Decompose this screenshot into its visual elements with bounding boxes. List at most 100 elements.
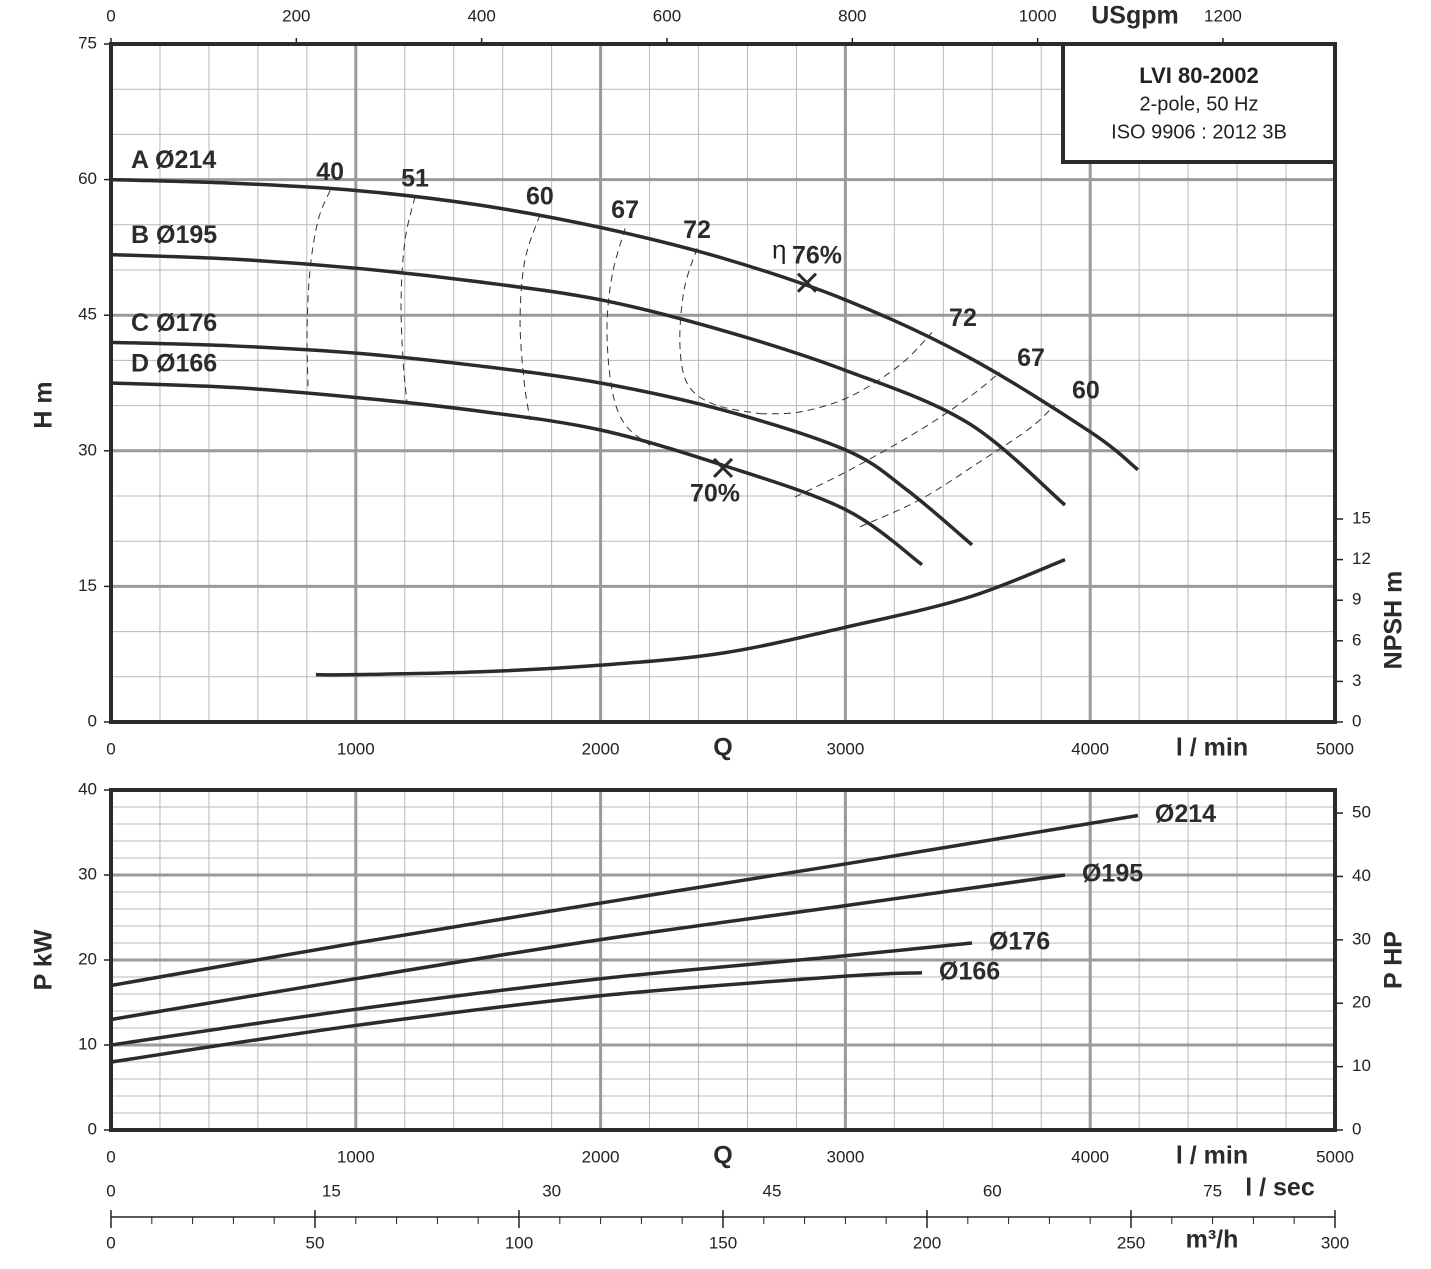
info-text: ISO 9906 : 2012 3B [1111, 121, 1287, 143]
x-tick-label: 2000 [582, 739, 620, 758]
y2-tick-label: 15 [1352, 508, 1371, 527]
x-tick-label: 2000 [582, 1147, 620, 1166]
efficiency-contour [679, 248, 761, 415]
plot-frame [109, 788, 1337, 1132]
flow-axis-tick-label: 150 [709, 1233, 737, 1252]
info-text: LVI 80-2002 [1139, 63, 1258, 88]
y2-tick-label: 3 [1352, 671, 1361, 690]
x-tick-label: 3000 [826, 739, 864, 758]
x-tick-label: 4000 [1071, 1147, 1109, 1166]
curve [110, 941, 973, 1047]
efficiency-contour [306, 190, 331, 390]
curve-label: C Ø176 [131, 309, 217, 337]
y2-tick-label: 9 [1352, 590, 1361, 609]
y-tick-label: 15 [78, 576, 97, 595]
y2-tick-label: 6 [1352, 630, 1361, 649]
curve [110, 873, 1066, 1022]
x2-tick-label: 200 [282, 6, 310, 25]
y-tick-label: 0 [88, 711, 97, 730]
y-tick-label: 30 [78, 440, 97, 459]
x2-tick-label: 800 [838, 6, 866, 25]
y-tick-label: 10 [78, 1034, 97, 1053]
y2-axis-label: NPSH m [1380, 571, 1408, 670]
x2-axis-label: USgpm [1091, 2, 1179, 30]
y2-tick-label: 50 [1352, 803, 1371, 822]
y-tick-label: 20 [78, 949, 97, 968]
flow-axis-tick-label: 0 [106, 1233, 115, 1252]
efficiency-symbol: η [772, 235, 786, 265]
x-tick-label: 0 [106, 739, 115, 758]
efficiency-label: 67 [1017, 344, 1045, 372]
x-axis-label: l / min [1176, 734, 1248, 762]
y2-tick-label: 0 [1352, 711, 1361, 730]
flow-axis-label: m³/h [1186, 1226, 1239, 1254]
x-tick-label: 4000 [1071, 739, 1109, 758]
y-tick-label: 45 [78, 305, 97, 324]
x2-tick-label: 1000 [1019, 6, 1057, 25]
flow-axis-tick-label: 45 [763, 1181, 782, 1200]
efficiency-contour [606, 228, 651, 446]
bep-label: 76% [792, 241, 842, 269]
y-tick-label: 40 [78, 779, 97, 798]
efficiency-label: 60 [526, 182, 554, 210]
y2-tick-label: 20 [1352, 993, 1371, 1012]
x2-tick-label: 0 [106, 6, 115, 25]
curve [110, 340, 974, 547]
flow-axis-tick-label: 50 [306, 1233, 325, 1252]
y-tick-label: 60 [78, 169, 97, 188]
y2-tick-label: 0 [1352, 1119, 1361, 1138]
efficiency-label: 72 [683, 216, 711, 244]
efficiency-contour [519, 214, 541, 421]
y-axis-label: P kW [30, 929, 58, 990]
curve-label: B Ø195 [131, 221, 217, 249]
efficiency-label: 67 [611, 196, 639, 224]
curve-label: Ø176 [989, 928, 1050, 956]
curve [110, 252, 1067, 507]
y-tick-label: 0 [88, 1119, 97, 1138]
y2-tick-label: 10 [1352, 1056, 1371, 1075]
y-tick-label: 75 [78, 33, 97, 52]
info-box [1061, 42, 1337, 164]
curve [110, 813, 1139, 988]
curve-label: D Ø166 [131, 350, 217, 378]
x2-tick-label: 400 [467, 6, 495, 25]
npsh-curve [315, 557, 1066, 677]
y2-tick-label: 30 [1352, 929, 1371, 948]
flow-axis-tick-label: 15 [322, 1181, 341, 1200]
y-axis-label: H m [30, 381, 58, 428]
efficiency-label: 60 [1072, 376, 1100, 404]
bep-marker [796, 272, 818, 293]
curve [110, 971, 923, 1064]
curve-label: A Ø214 [131, 146, 216, 174]
efficiency-contour [400, 196, 416, 403]
y2-tick-label: 40 [1352, 866, 1371, 885]
bep-label: 70% [690, 480, 740, 508]
flow-axis-tick-label: 75 [1203, 1181, 1222, 1200]
y2-axis-label: P HP [1380, 931, 1408, 989]
curve-label: Ø166 [939, 957, 1000, 985]
curve-label: Ø195 [1082, 860, 1143, 888]
flow-axis-tick-label: 0 [106, 1181, 115, 1200]
x-axis-label: l / min [1176, 1142, 1248, 1170]
x-tick-label: 0 [106, 1147, 115, 1166]
flow-axis-tick-label: 30 [542, 1181, 561, 1200]
x-tick-label: 1000 [337, 1147, 375, 1166]
efficiency-label: 72 [949, 304, 977, 332]
y2-tick-label: 12 [1352, 549, 1371, 568]
flow-axis-tick-label: 300 [1321, 1233, 1349, 1252]
x-tick-label: 3000 [826, 1147, 864, 1166]
curve [110, 177, 1140, 472]
plot-frame [109, 42, 1337, 724]
efficiency-contour [794, 371, 1001, 498]
flow-axis-tick-label: 200 [913, 1233, 941, 1252]
y-tick-label: 30 [78, 864, 97, 883]
axis-q-label: Q [713, 734, 732, 762]
efficiency-contour [859, 404, 1056, 528]
curve [110, 381, 924, 567]
bep-marker [712, 457, 734, 479]
x2-tick-label: 1200 [1204, 6, 1242, 25]
flow-axis-tick-label: 60 [983, 1181, 1002, 1200]
x-tick-label: 5000 [1316, 739, 1354, 758]
efficiency-label: 51 [401, 164, 429, 192]
